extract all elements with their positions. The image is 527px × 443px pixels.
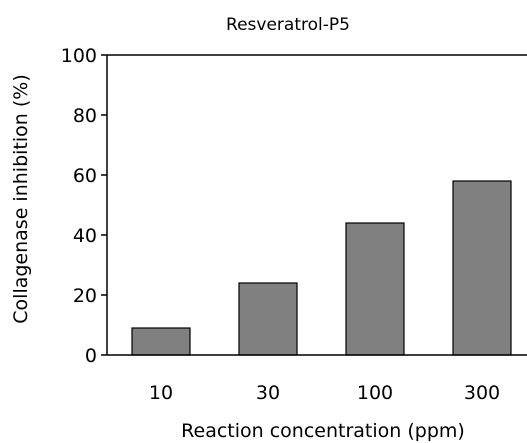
- y-axis-ticks: 0 20 40 60 80 100: [61, 45, 107, 367]
- y-axis-label: Collagenase inhibition (%): [10, 74, 32, 323]
- y-tick-label: 60: [73, 165, 97, 187]
- bar-100: [345, 222, 405, 356]
- bar-10: [131, 327, 191, 356]
- bar-300: [452, 180, 512, 356]
- x-axis-label: Reaction concentration (ppm): [181, 420, 465, 442]
- y-tick-label: 80: [73, 105, 97, 127]
- x-tick-label: 10: [149, 382, 173, 404]
- bar-30: [238, 282, 298, 356]
- x-tick-label: 300: [464, 382, 500, 404]
- chart-title: Resveratrol-P5: [226, 15, 350, 35]
- y-tick-label: 0: [85, 345, 97, 367]
- bars: [131, 180, 512, 356]
- x-tick-label: 100: [357, 382, 393, 404]
- x-axis-ticks: 10 30 100 300: [149, 382, 500, 404]
- y-tick-label: 20: [73, 285, 97, 307]
- y-tick-label: 100: [61, 45, 97, 67]
- x-tick-label: 30: [256, 382, 280, 404]
- y-tick-label: 40: [73, 225, 97, 247]
